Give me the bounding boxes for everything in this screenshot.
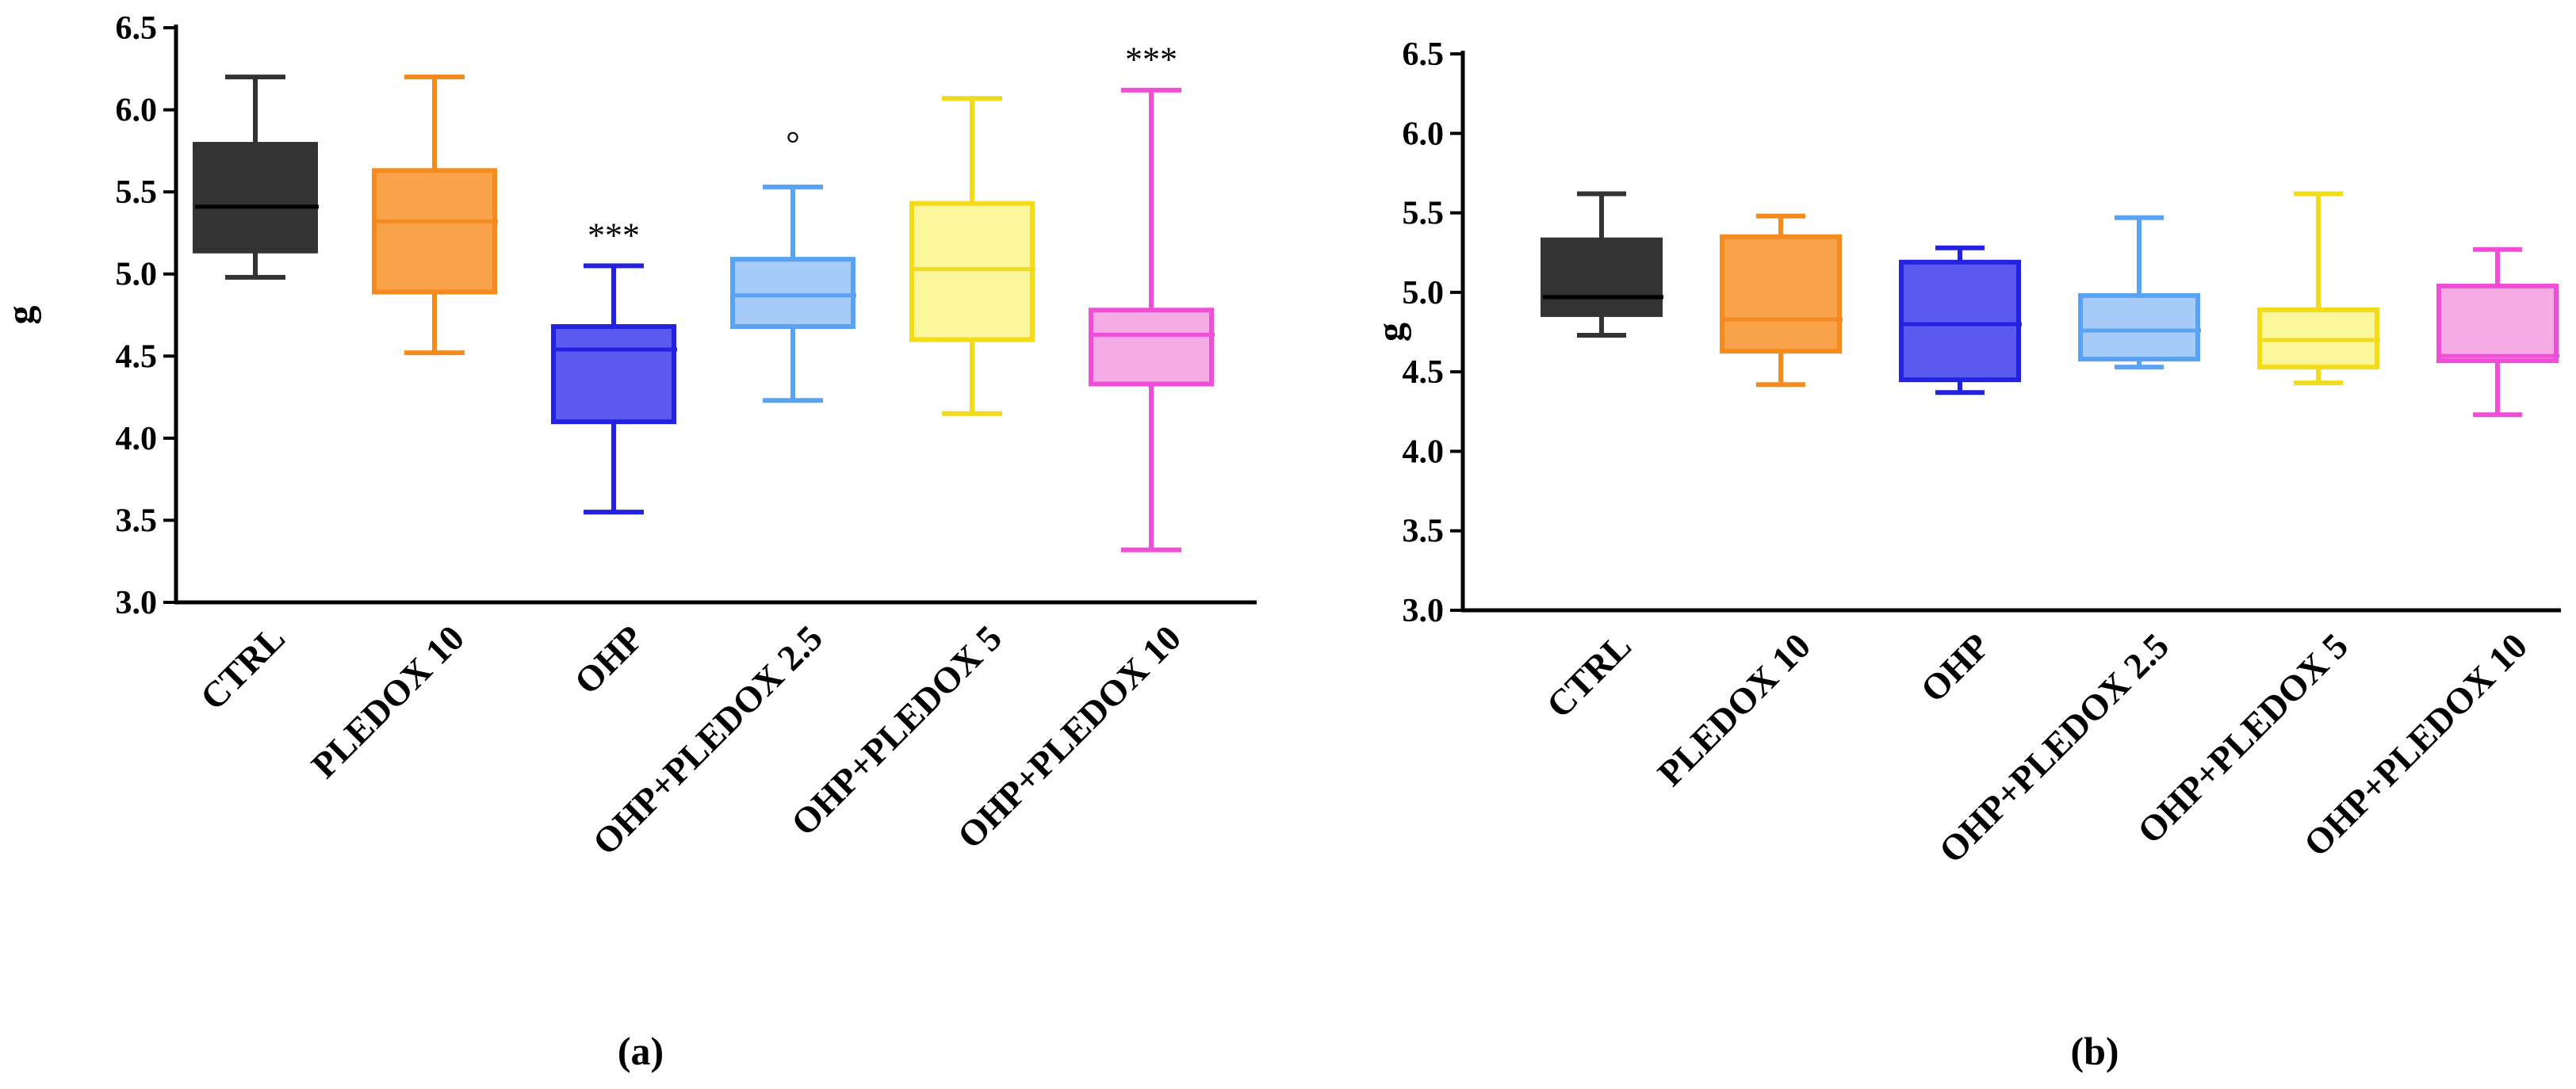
significance-label: *** [588, 216, 640, 254]
y-tick-label: 4.0 [116, 421, 158, 457]
y-tick-label: 6.0 [1403, 116, 1445, 152]
box-ohp-pledox-5: OHP+PLEDOX 5 [783, 96, 1035, 843]
panel-label: (a) [618, 1029, 664, 1073]
y-axis-label: g [1370, 323, 1412, 342]
box-iqr [2078, 292, 2200, 362]
box-ohp: OHP [1899, 245, 2022, 710]
y-tick-label: 3.0 [1403, 593, 1445, 629]
y-tick-label: 6.5 [1403, 36, 1445, 73]
y-tick-label: 6.5 [116, 10, 158, 47]
box-ctrl: CTRL [193, 75, 319, 717]
y-tick-label: 5.5 [1403, 196, 1445, 232]
x-tick-label: PLEDOX 10 [1650, 625, 1818, 793]
x-tick-label: OHP [1913, 625, 1998, 710]
y-tick-label: 5.0 [1403, 275, 1445, 311]
panel-a: 3.0 3.5 4.0 4.5 5.0 5.5 6.0 6.5 g CTRL PLEDOX 10 **… [0, 10, 1257, 1073]
y-tick-label: 6.0 [116, 93, 158, 129]
x-tick-label: OHP [567, 617, 652, 702]
y-tick-label: 4.5 [116, 338, 158, 375]
box-ctrl: CTRL [1539, 191, 1663, 725]
x-tick-label: CTRL [1539, 625, 1639, 725]
box-iqr [1541, 237, 1663, 317]
box-iqr [1899, 259, 2021, 383]
panel-label: (b) [2070, 1029, 2119, 1073]
x-tick-label: PLEDOX 10 [304, 617, 472, 785]
y-tick-label: 4.5 [1403, 354, 1445, 391]
x-tick-label: CTRL [193, 617, 293, 717]
y-tick-label: 3.0 [116, 585, 158, 621]
box-ohp: *** OHP [551, 216, 677, 702]
y-tick-label: 5.5 [116, 174, 158, 211]
box-pledox-10: PLEDOX 10 [1650, 213, 1843, 793]
box-ohp-pledox-5: OHP+PLEDOX 5 [2130, 191, 2380, 851]
box-iqr [193, 142, 318, 254]
box-pledox-10: PLEDOX 10 [304, 75, 498, 785]
significance-label: ° [786, 124, 800, 163]
box-iqr [1089, 308, 1214, 387]
box-iqr [730, 257, 855, 330]
y-axis-label: g [0, 306, 42, 325]
box-iqr [372, 168, 497, 295]
y-tick-label: 5.0 [116, 257, 158, 293]
y-tick-label: 4.0 [1403, 434, 1445, 470]
box-iqr [1720, 234, 1842, 354]
significance-label: *** [1125, 40, 1177, 79]
panel-b: 3.0 3.5 4.0 4.5 5.0 5.5 6.0 6.5 g CTRL PLEDOX 10 OH… [1370, 36, 2561, 1073]
y-tick-label: 3.5 [116, 502, 158, 539]
y-tick-label: 3.5 [1403, 514, 1445, 550]
box-iqr [2436, 283, 2559, 364]
box-iqr [909, 201, 1035, 342]
box-iqr [551, 324, 676, 425]
box-ohp-pledox-10: ***OHP+PLEDOX 10 [950, 40, 1215, 856]
